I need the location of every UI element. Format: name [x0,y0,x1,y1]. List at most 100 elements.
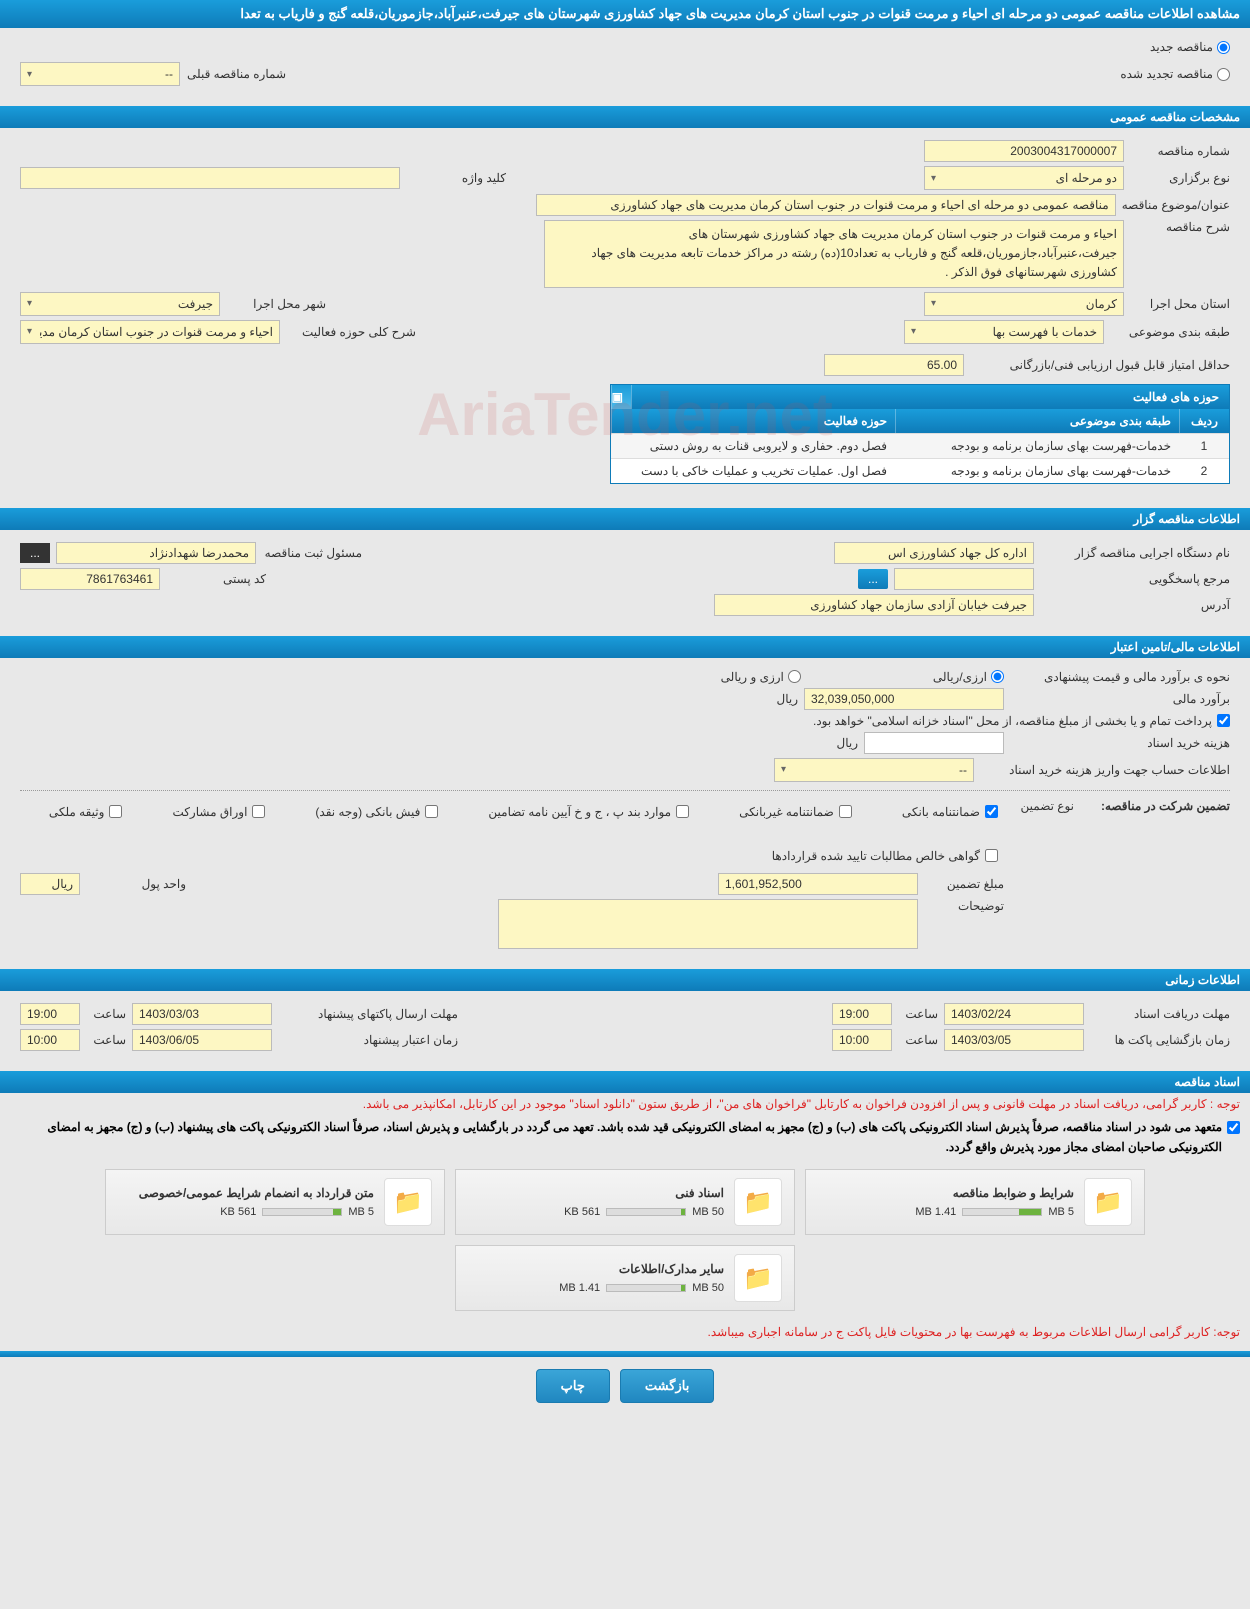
keyword-field[interactable] [20,167,400,189]
check-contract-input[interactable] [985,849,998,862]
folder-icon: 📁 [384,1178,432,1226]
min-score-field: 65.00 [824,354,964,376]
radio-both[interactable]: ارزی و ریالی [721,670,801,684]
desc-field: احیاء و مرمت قنوات در جنوب استان کرمان م… [544,220,1124,288]
check-bank-input[interactable] [985,805,998,818]
check-securities-input[interactable] [252,805,265,818]
commitment-text: متعهد می شود در اسناد مناقصه، صرفاً پذیر… [10,1117,1222,1158]
doc-card[interactable]: 📁 متن قرارداد به انضمام شرایط عمومی/خصوصی… [105,1169,445,1235]
doc-size: 561 KB [220,1206,256,1218]
subject-label: عنوان/موضوع مناقصه [1122,198,1230,212]
check-bank-label: ضمانتنامه بانکی [902,805,980,819]
category-dropdown[interactable]: خدمات با فهرست بها ▾ [904,320,1104,344]
doc-size: 561 KB [564,1206,600,1218]
chevron-down-icon: ▾ [931,298,936,309]
doc-max: 50 MB [692,1206,724,1218]
doc-cost-label: هزینه خرید اسناد [1010,736,1230,750]
doc-size: 1.41 MB [915,1206,956,1218]
progress-bar [606,1208,686,1216]
radio-renewed-input[interactable] [1217,68,1230,81]
more-button[interactable]: ... [20,543,50,563]
radio-both-input[interactable] [788,670,801,683]
radio-new[interactable]: مناقصه جدید [1150,40,1230,54]
account-info-dropdown[interactable]: -- ▾ [774,758,974,782]
doc-title: متن قرارداد به انضمام شرایط عمومی/خصوصی [118,1186,374,1200]
city-label: شهر محل اجرا [226,297,326,311]
responsible-label: مسئول ثبت مناقصه [262,546,362,560]
col-num-header: ردیف [1179,409,1229,433]
opening-date: 1403/03/05 [944,1029,1084,1051]
postal-label: کد پستی [166,572,266,586]
contact-button[interactable]: ... [858,569,888,589]
cell-cat: خدمات-فهرست بهای سازمان برنامه و بودجه [895,434,1179,458]
check-nonbank-input[interactable] [839,805,852,818]
doc-card[interactable]: 📁شرایط و ضوابط مناقصه5 MB1.41 MB [805,1169,1145,1235]
notes-field[interactable] [498,899,918,949]
check-contract[interactable]: گواهی خالص مطالبات تایید شده قراردادها [772,849,998,863]
check-property[interactable]: وثیقه ملکی [49,805,123,819]
section-organizer: اطلاعات مناقصه گزار [0,508,1250,530]
check-cases[interactable]: موارد بند پ ، ج و خ آیین نامه تضامین [488,805,689,819]
province-dropdown[interactable]: کرمان ▾ [924,292,1124,316]
prev-number-label: شماره مناقصه قبلی [186,67,286,81]
radio-renewed[interactable]: مناقصه تجدید شده [1120,67,1230,81]
commitment-check[interactable]: متعهد می شود در اسناد مناقصه، صرفاً پذیر… [10,1117,1240,1158]
doc-cost-field[interactable] [864,732,1004,754]
time-label-2: ساعت [86,1007,126,1021]
check-nonbank[interactable]: ضمانتنامه غیربانکی [739,805,852,819]
guarantee-amount-label: مبلغ تضمین [924,877,1004,891]
type-label: نوع برگزاری [1130,171,1230,185]
radio-rial[interactable]: ارزی/ریالی [933,670,1004,684]
check-property-input[interactable] [109,805,122,818]
province-value: کرمان [1086,297,1117,311]
commitment-checkbox[interactable] [1227,1121,1240,1134]
payment-note-checkbox[interactable] [1217,714,1230,727]
payment-note-text: پرداخت تمام و یا بخشی از مبلغ مناقصه، از… [813,714,1212,728]
doc-title: سایر مدارک/اطلاعات [468,1262,724,1276]
col-act-header: حوزه فعالیت [611,409,895,433]
check-bank[interactable]: ضمانتنامه بانکی [902,805,998,819]
tender-no-label: شماره مناقصه [1130,144,1230,158]
org-label: نام دستگاه اجرایی مناقصه گزار [1040,546,1230,560]
col-cat-header: طبقه بندی موضوعی [895,409,1179,433]
check-nonbank-label: ضمانتنامه غیربانکی [739,805,834,819]
city-value: جیرفت [178,297,213,311]
radio-new-input[interactable] [1217,41,1230,54]
check-cases-input[interactable] [676,805,689,818]
time-label-3: ساعت [898,1033,938,1047]
radio-rial-label: ارزی/ریالی [933,670,987,684]
collapse-icon[interactable]: ▣ [611,385,631,409]
check-securities[interactable]: اوراق مشارکت [172,805,265,819]
validity-date: 1403/06/05 [132,1029,272,1051]
packet-deadline-date: 1403/03/03 [132,1003,272,1025]
chevron-down-icon: ▾ [781,764,786,775]
estimate-label: برآورد مالی [1010,692,1230,706]
check-cash[interactable]: فیش بانکی (وجه نقد) [315,805,438,819]
activity-desc-value: احیاء و مرمت قنوات در جنوب استان کرمان م… [40,325,273,339]
address-label: آدرس [1040,598,1230,612]
radio-both-label: ارزی و ریالی [721,670,784,684]
city-dropdown[interactable]: جیرفت ▾ [20,292,220,316]
folder-icon: 📁 [734,1254,782,1302]
radio-renewed-label: مناقصه تجدید شده [1120,67,1213,81]
type-dropdown[interactable]: دو مرحله ای ▾ [924,166,1124,190]
activity-table: حوزه های فعالیت ▣ ردیف طبقه بندی موضوعی … [610,384,1230,484]
doc-card[interactable]: 📁سایر مدارک/اطلاعات50 MB1.41 MB [455,1245,795,1311]
postal-field: 7861763461 [20,568,160,590]
chevron-down-icon: ▾ [931,173,936,184]
currency-label-2: ریال [836,736,858,750]
activity-desc-dropdown[interactable]: احیاء و مرمت قنوات در جنوب استان کرمان م… [20,320,280,344]
radio-rial-input[interactable] [991,670,1004,683]
section-general: مشخصات مناقصه عمومی [0,106,1250,128]
check-cash-input[interactable] [425,805,438,818]
validity-time: 10:00 [20,1029,80,1051]
cell-num: 1 [1179,434,1229,458]
doc-title: اسناد فنی [468,1186,724,1200]
payment-note-check[interactable]: پرداخت تمام و یا بخشی از مبلغ مناقصه، از… [813,714,1230,728]
back-button[interactable]: بازگشت [620,1369,714,1403]
print-button[interactable]: چاپ [536,1369,610,1403]
prev-number-dropdown[interactable]: -- ▾ [20,62,180,86]
contact-field[interactable] [894,568,1034,590]
folder-icon: 📁 [734,1178,782,1226]
doc-card[interactable]: 📁 اسناد فنی 50 MB 561 KB [455,1169,795,1235]
